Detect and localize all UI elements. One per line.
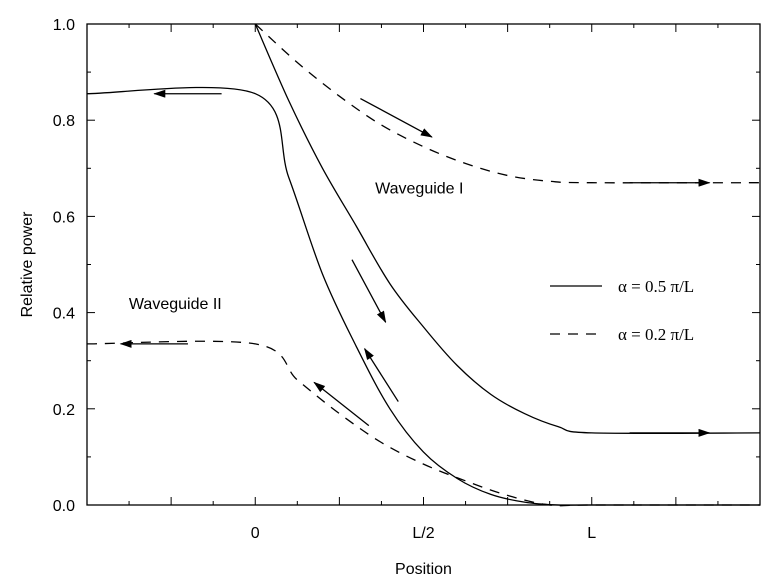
y-tick-label: 1.0 bbox=[53, 17, 75, 34]
direction-arrows bbox=[119, 89, 711, 437]
x-tick-label: 0 bbox=[251, 525, 260, 542]
y-tick-label: 0.8 bbox=[53, 113, 75, 130]
direction-arrow bbox=[313, 381, 370, 427]
series-alpha-0-2-waveguide-II bbox=[86, 340, 760, 507]
y-tick-label: 0.6 bbox=[53, 209, 75, 226]
direction-arrow bbox=[360, 97, 433, 138]
tick-labels: 0 L/2 L 0.0 0.2 0.4 0.6 0.8 1.0 bbox=[53, 17, 597, 542]
legend-label-alpha-0-2: α = 0.2 π/L bbox=[618, 325, 694, 344]
direction-arrow bbox=[351, 259, 387, 324]
annotation-waveguide-ii: Waveguide II bbox=[129, 296, 222, 313]
legend: α = 0.5 π/L α = 0.2 π/L bbox=[550, 277, 694, 344]
y-tick-label: 0.2 bbox=[53, 402, 75, 419]
y-tick-label: 0.0 bbox=[53, 498, 75, 515]
annotation-waveguide-i: Waveguide I bbox=[375, 181, 463, 198]
plot-frame bbox=[86, 23, 761, 506]
legend-label-alpha-0-5: α = 0.5 π/L bbox=[618, 277, 694, 296]
y-tick-label: 0.4 bbox=[53, 306, 75, 323]
y-axis-label: Relative power bbox=[19, 211, 36, 318]
direction-arrow bbox=[364, 347, 399, 402]
x-tick-label: L bbox=[587, 525, 596, 542]
series-alpha-0-5-waveguide-I bbox=[254, 23, 761, 434]
x-tick-label: L/2 bbox=[412, 525, 434, 542]
series-alpha-0-2-waveguide-I bbox=[254, 23, 761, 184]
x-axis-label: Position bbox=[395, 561, 452, 578]
